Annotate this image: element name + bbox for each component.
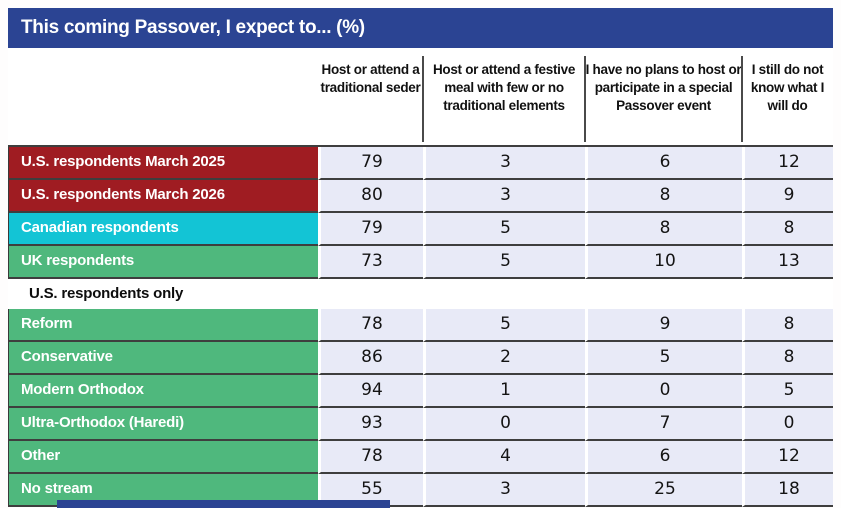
value-cell: 8: [742, 342, 833, 375]
value-cell: 5: [423, 309, 585, 342]
column-header-dont-know: I still do not know what I will do: [741, 48, 833, 147]
table-rows: U.S. respondents March 2025 79 3 6 12 U.S. re…: [8, 147, 833, 507]
column-header-festive-meal: Host or attend a festive meal with few o…: [422, 48, 585, 147]
value-cell: 79: [318, 147, 423, 180]
title-bar: This coming Passover, I expect to... (%): [8, 8, 833, 48]
row-label: Ultra-Orthodox (Haredi): [8, 408, 318, 441]
value-cell: 73: [318, 246, 423, 279]
table-row: U.S. respondents March 2026 80 3 8 9: [8, 180, 833, 213]
value-cell: 94: [318, 375, 423, 408]
value-cell: 13: [742, 246, 833, 279]
table-row: Reform 78 5 9 8: [8, 309, 833, 342]
section-header-label: U.S. respondents only: [8, 279, 833, 309]
table-row: Canadian respondents 79 5 8 8: [8, 213, 833, 246]
value-cell: 18: [742, 474, 833, 507]
row-label: Canadian respondents: [8, 213, 318, 246]
value-cell: 2: [423, 342, 585, 375]
value-cell: 3: [423, 147, 585, 180]
value-cell: 5: [423, 213, 585, 246]
footer-bar: [57, 500, 390, 508]
value-cell: 6: [585, 441, 742, 474]
value-cell: 8: [742, 213, 833, 246]
value-cell: 4: [423, 441, 585, 474]
value-cell: 80: [318, 180, 423, 213]
column-headers: Host or attend a traditional seder Host …: [8, 48, 833, 147]
value-cell: 0: [742, 408, 833, 441]
value-cell: 5: [585, 342, 742, 375]
table-row: Other 78 4 6 12: [8, 441, 833, 474]
row-label: Conservative: [8, 342, 318, 375]
value-cell: 79: [318, 213, 423, 246]
value-cell: 10: [585, 246, 742, 279]
value-cell: 0: [585, 375, 742, 408]
value-cell: 9: [742, 180, 833, 213]
row-label: U.S. respondents March 2025: [8, 147, 318, 180]
value-cell: 9: [585, 309, 742, 342]
row-label: UK respondents: [8, 246, 318, 279]
value-cell: 7: [585, 408, 742, 441]
section-header-row: U.S. respondents only: [8, 279, 833, 309]
value-cell: 3: [423, 180, 585, 213]
row-label: Other: [8, 441, 318, 474]
value-cell: 78: [318, 441, 423, 474]
value-cell: 1: [423, 375, 585, 408]
value-cell: 25: [585, 474, 742, 507]
value-cell: 3: [423, 474, 585, 507]
table-row: Modern Orthodox 94 1 0 5: [8, 375, 833, 408]
divider-line-top: [8, 145, 833, 147]
value-cell: 6: [585, 147, 742, 180]
row-label: Modern Orthodox: [8, 375, 318, 408]
value-cell: 8: [742, 309, 833, 342]
value-cell: 0: [423, 408, 585, 441]
value-cell: 5: [742, 375, 833, 408]
table-row: Ultra-Orthodox (Haredi) 93 0 7 0: [8, 408, 833, 441]
value-cell: 93: [318, 408, 423, 441]
value-cell: 8: [585, 180, 742, 213]
value-cell: 8: [585, 213, 742, 246]
table-row: Conservative 86 2 5 8: [8, 342, 833, 375]
table-row: U.S. respondents March 2025 79 3 6 12: [8, 147, 833, 180]
value-cell: 12: [742, 147, 833, 180]
table-row: UK respondents 73 5 10 13: [8, 246, 833, 279]
value-cell: 78: [318, 309, 423, 342]
table-title: This coming Passover, I expect to... (%): [21, 17, 365, 38]
column-header-spacer: [8, 48, 318, 147]
row-label: Reform: [8, 309, 318, 342]
column-header-no-plans: I have no plans to host or participate i…: [584, 48, 742, 147]
value-cell: 5: [423, 246, 585, 279]
value-cell: 86: [318, 342, 423, 375]
column-header-traditional-seder: Host or attend a traditional seder: [320, 62, 421, 95]
table-row: No stream 55 3 25 18: [8, 474, 833, 507]
row-label: U.S. respondents March 2026: [8, 180, 318, 213]
value-cell: 12: [742, 441, 833, 474]
